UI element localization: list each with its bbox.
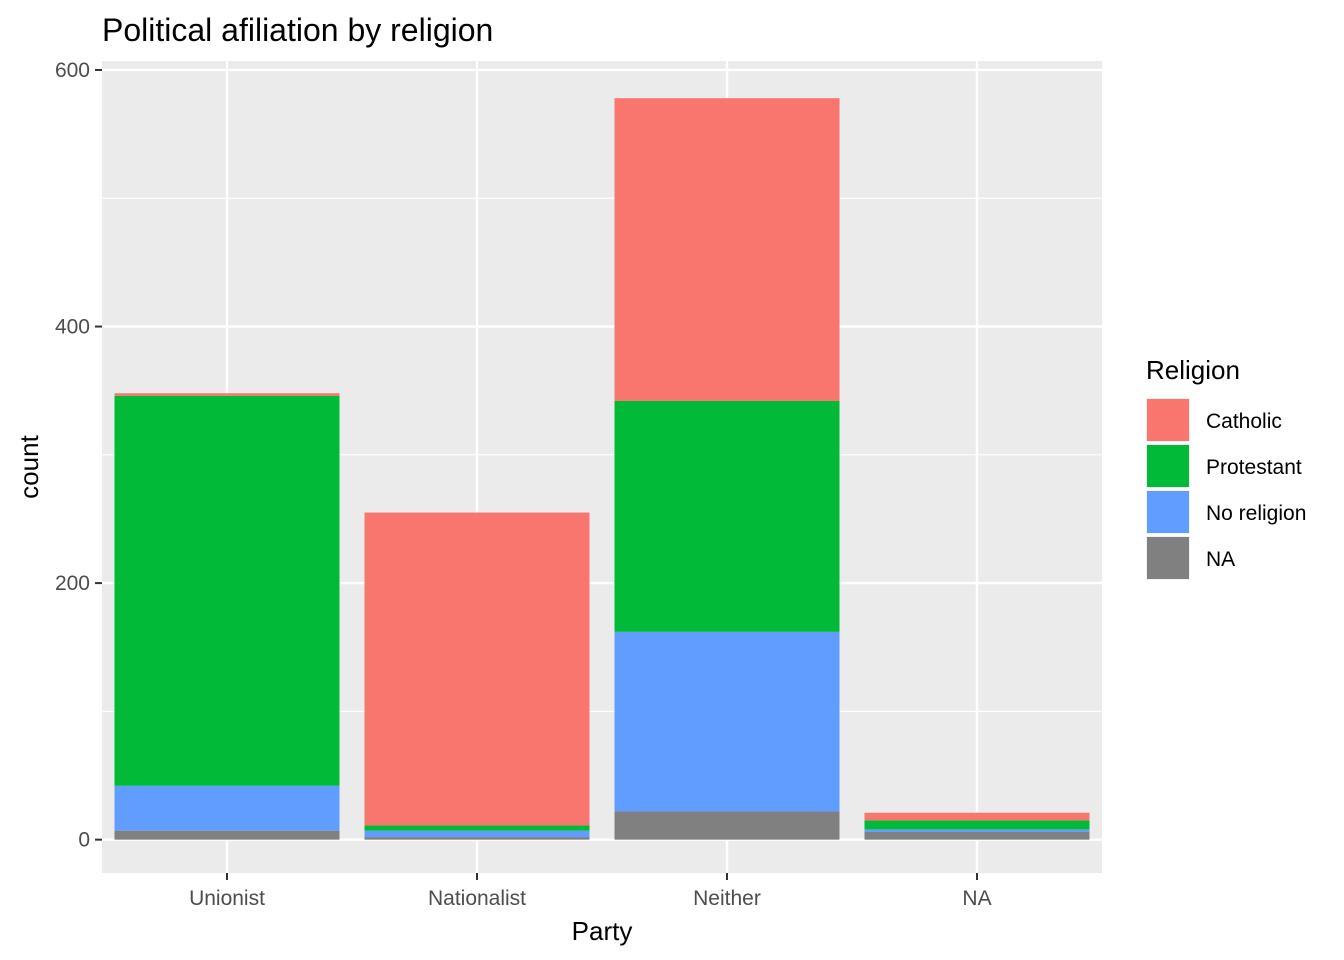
legend-label: Protestant	[1206, 456, 1302, 479]
legend-label: NA	[1206, 548, 1235, 571]
bar-na-no-religion	[864, 829, 1090, 832]
bar-na-na	[864, 831, 1090, 840]
bar-neither-protestant	[614, 400, 840, 632]
bar-nationalist-na	[364, 837, 590, 840]
legend-label: No religion	[1206, 502, 1306, 525]
legend-swatch	[1147, 491, 1189, 533]
bar-neither-na	[614, 811, 840, 840]
y-tick-label: 400	[55, 316, 90, 339]
y-tick-label: 600	[55, 59, 90, 82]
bar-unionist-na	[114, 830, 340, 840]
legend-swatch	[1147, 399, 1189, 441]
bar-nationalist-protestant	[364, 825, 590, 831]
bar-unionist-no-religion	[114, 785, 340, 831]
x-tick-label: Neither	[693, 887, 761, 910]
x-tick-label: NA	[962, 887, 991, 910]
bars	[114, 98, 1090, 840]
bar-unionist-protestant	[114, 395, 340, 786]
y-tick-label: 200	[55, 572, 90, 595]
bar-nationalist-catholic	[364, 512, 590, 826]
bar-neither-catholic	[614, 98, 840, 401]
x-axis: Unionist Nationalist Neither NA	[189, 873, 992, 910]
y-axis-title: count	[14, 434, 44, 498]
bar-neither-no-religion	[614, 631, 840, 812]
y-tick-label: 0	[78, 829, 90, 852]
bar-na-protestant	[864, 820, 1090, 830]
bar-unionist-catholic	[114, 393, 340, 396]
chart-title: Political afiliation by religion	[102, 12, 493, 48]
x-tick-label: Unionist	[189, 887, 265, 910]
y-axis: 0 200 400 600	[55, 59, 102, 852]
x-axis-title: Party	[572, 916, 633, 946]
bar-nationalist-no-religion	[364, 830, 590, 838]
legend-swatch	[1147, 445, 1189, 487]
legend-label: Catholic	[1206, 410, 1282, 433]
x-tick-label: Nationalist	[428, 887, 526, 910]
bar-na-catholic	[864, 812, 1090, 821]
legend: Religion Catholic Protestant No religion NA	[1146, 355, 1306, 580]
legend-swatch	[1147, 537, 1189, 579]
legend-title: Religion	[1146, 355, 1240, 385]
